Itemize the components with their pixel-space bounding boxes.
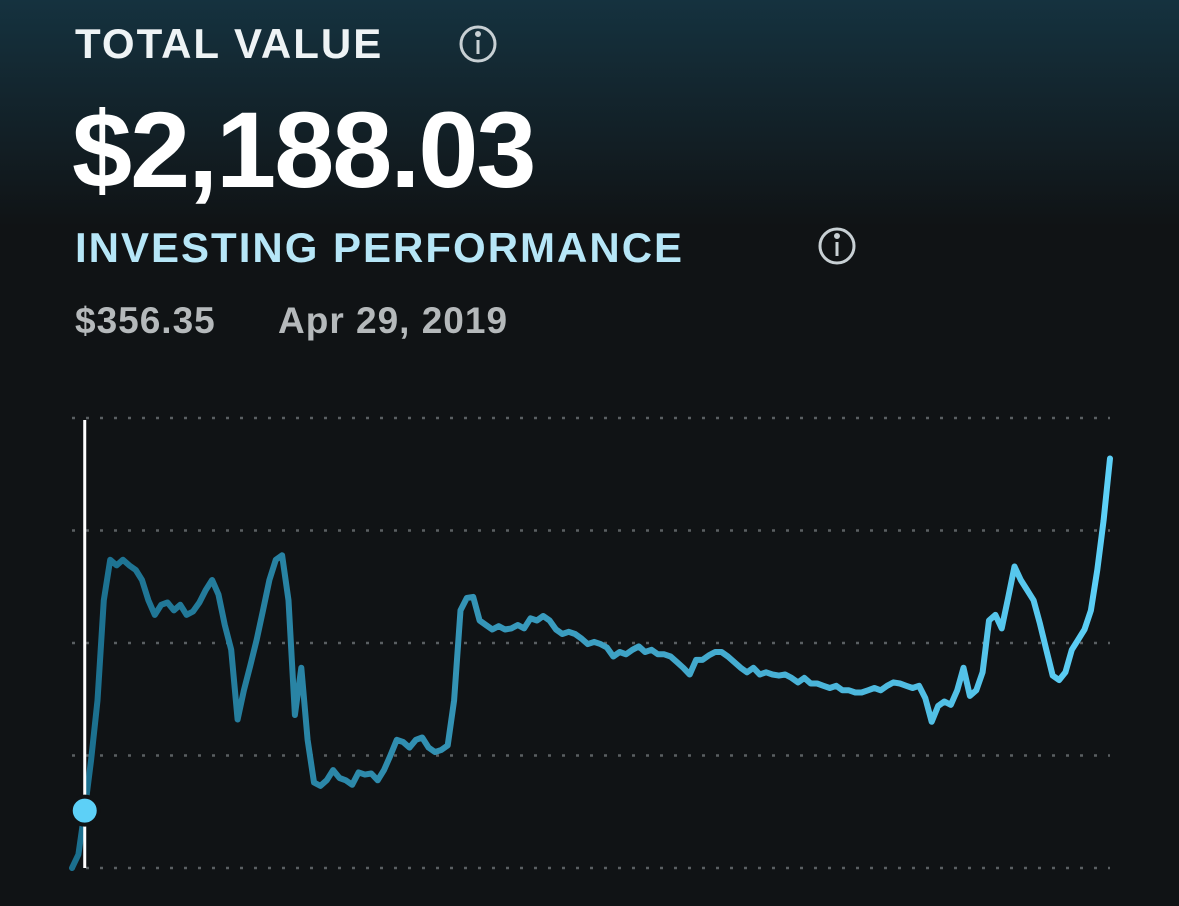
info-icon[interactable]: [459, 25, 497, 63]
selected-date: Apr 29, 2019: [278, 300, 508, 341]
performance-line: [69, 455, 1113, 871]
chart[interactable]: [68, 416, 1113, 871]
cursor-dot: [68, 794, 101, 827]
info-icon[interactable]: [818, 227, 856, 265]
performance-title: INVESTING PERFORMANCE: [75, 224, 684, 271]
selected-value: $356.35: [75, 300, 216, 341]
total-value-title: TOTAL VALUE: [75, 20, 383, 67]
total-value: $2,188.03: [72, 89, 534, 210]
